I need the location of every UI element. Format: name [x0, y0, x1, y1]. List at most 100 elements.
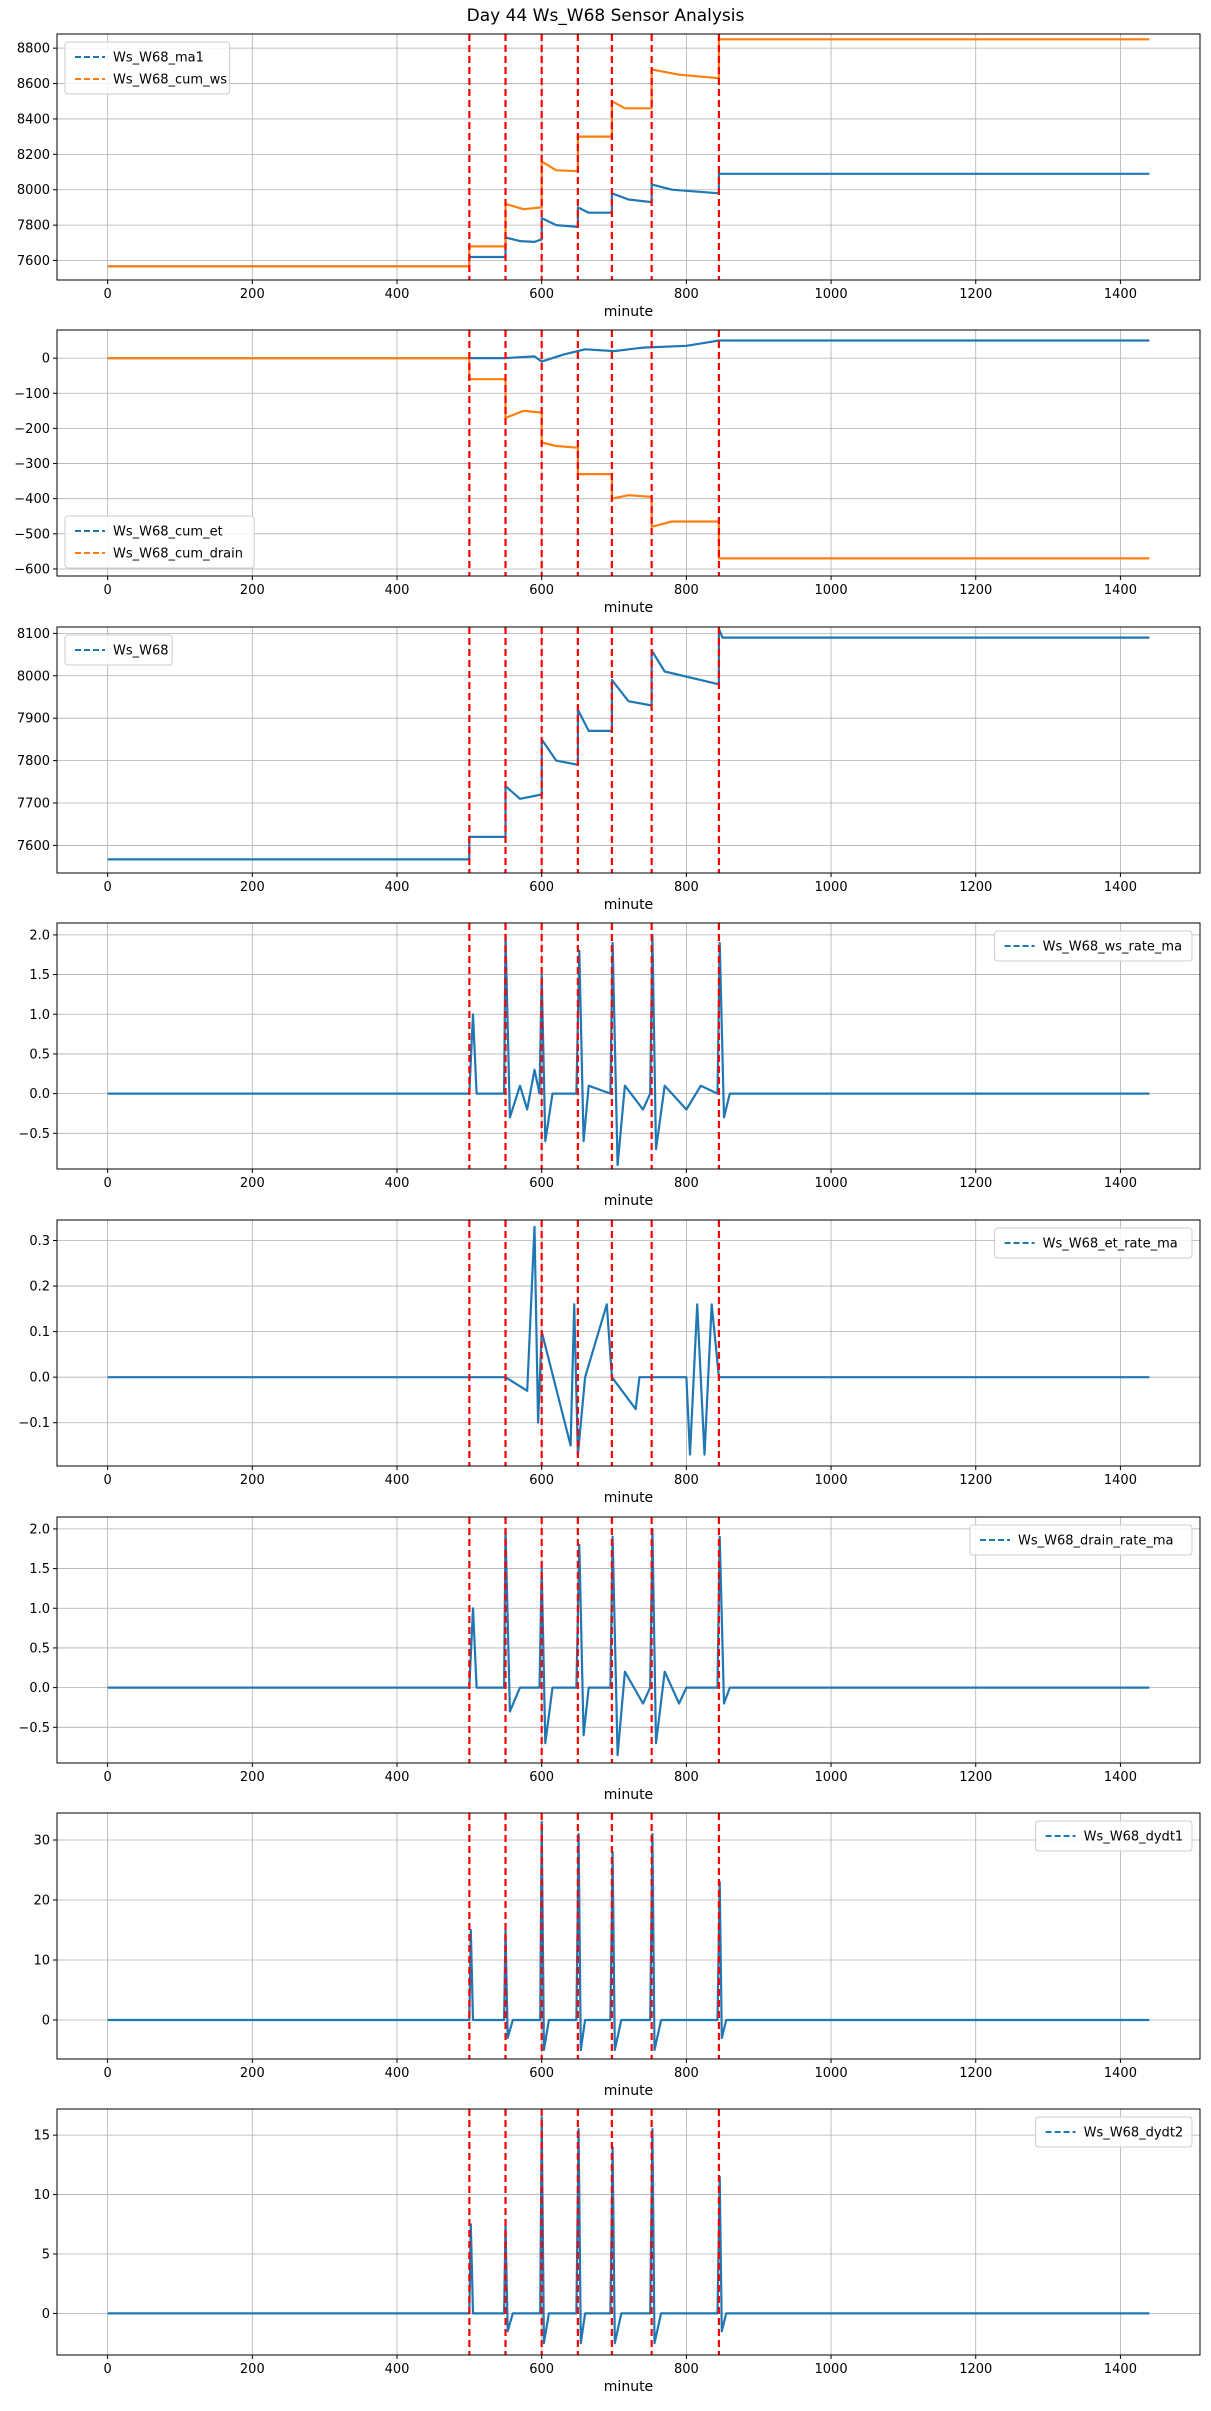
x-tick-label: 400 — [385, 583, 410, 598]
x-tick-label: 400 — [385, 1473, 410, 1488]
x-tick-label: 1400 — [1104, 583, 1137, 598]
x-tick-label: 600 — [529, 583, 554, 598]
legend-label: Ws_W68_et_rate_ma — [1043, 1237, 1178, 1252]
x-tick-label: 0 — [103, 880, 111, 895]
plot-area — [107, 627, 1150, 873]
axes-frame — [56, 33, 1201, 281]
x-tick-label: 1200 — [959, 1473, 992, 1488]
x-tick-label: 1000 — [815, 583, 848, 598]
y-tick-label: 7700 — [17, 797, 50, 812]
x-axis-label: minute — [604, 2379, 653, 2395]
series-line-Ws_W68_drain_rate_ma — [107, 1527, 1150, 1757]
subplot-5: 0 200 400 600 800 1000 1200 1400 −0.1 0.0 0.1 0.2 0.… — [18, 1219, 1201, 1506]
y-tick-label: 0.5 — [29, 1047, 50, 1062]
plot-area — [107, 330, 1150, 576]
x-tick-label: 600 — [529, 1176, 554, 1191]
plot-area — [107, 34, 1150, 280]
legend-label: Ws_W68_cum_drain — [113, 547, 243, 562]
series-line-Ws_W68_dydt2 — [107, 2116, 1150, 2345]
legend: Ws_W68_dydt2 — [1035, 2116, 1193, 2148]
x-tick-label: 1000 — [815, 2362, 848, 2377]
x-tick-label: 800 — [674, 1176, 699, 1191]
y-tick-label: 8100 — [17, 627, 50, 642]
x-tick-label: 1400 — [1104, 880, 1137, 895]
y-tick-label: 10 — [33, 2188, 50, 2203]
x-axis-label: minute — [604, 1193, 653, 1209]
plot-area — [107, 2109, 1150, 2355]
axes-frame — [56, 1812, 1201, 2060]
y-tick-label: 1.5 — [29, 968, 50, 983]
y-tick-label: 0.0 — [29, 1681, 50, 1696]
x-tick-label: 200 — [240, 1770, 265, 1785]
y-tick-label: −100 — [14, 387, 50, 402]
legend-box — [994, 1227, 1193, 1259]
x-tick-label: 1000 — [815, 1176, 848, 1191]
x-tick-label: 200 — [240, 1473, 265, 1488]
legend-box — [1035, 1820, 1193, 1852]
legend: Ws_W68 — [64, 634, 173, 666]
y-tick-label: 0.3 — [29, 1234, 50, 1249]
x-axis-label: minute — [604, 2083, 653, 2099]
y-tick-label: −200 — [14, 422, 50, 437]
x-tick-label: 400 — [385, 1176, 410, 1191]
legend-label: Ws_W68_ws_rate_ma — [1043, 940, 1182, 955]
x-tick-label: 1200 — [959, 2066, 992, 2081]
y-tick-label: 7800 — [17, 754, 50, 769]
y-tick-label: 0 — [42, 352, 50, 367]
series-line-Ws_W68_ma1 — [107, 172, 1150, 268]
subplot-4: 0 200 400 600 800 1000 1200 1400 −0.5 0.0 0.5 1.0 1.… — [18, 922, 1201, 1209]
axes-frame — [56, 922, 1201, 1170]
figure-title: Day 44 Ws_W68 Sensor Analysis — [466, 6, 745, 26]
y-tick-label: −500 — [14, 527, 50, 542]
y-tick-label: 8800 — [17, 42, 50, 57]
subplot-1: 0 200 400 600 800 1000 1200 1400 7600 7800 8000 820… — [17, 33, 1201, 320]
plot-area — [107, 1813, 1150, 2059]
x-tick-label: 400 — [385, 880, 410, 895]
y-tick-label: 7800 — [17, 219, 50, 234]
y-tick-label: 5 — [42, 2247, 50, 2262]
x-tick-label: 1000 — [815, 287, 848, 302]
subplot-6: 0 200 400 600 800 1000 1200 1400 −0.5 0.0 0.5 1.0 1.… — [18, 1516, 1201, 1803]
x-tick-label: 0 — [103, 583, 111, 598]
y-tick-label: 8000 — [17, 669, 50, 684]
subplot-2: 0 200 400 600 800 1000 1200 1400 −600 −500 −400 −30… — [14, 329, 1201, 616]
y-tick-label: 20 — [33, 1894, 50, 1909]
x-tick-label: 200 — [240, 1176, 265, 1191]
legend-box — [64, 41, 231, 95]
y-tick-label: 8200 — [17, 148, 50, 163]
legend: Ws_W68_et_rate_ma — [994, 1227, 1193, 1259]
x-tick-label: 800 — [674, 1473, 699, 1488]
y-tick-label: 0 — [42, 2014, 50, 2029]
x-axis-label: minute — [604, 600, 653, 616]
axes-frame — [56, 626, 1201, 874]
x-axis-label: minute — [604, 897, 653, 913]
x-axis-label: minute — [604, 1490, 653, 1506]
x-tick-label: 0 — [103, 287, 111, 302]
legend-box — [64, 634, 173, 666]
legend: Ws_W68_dydt1 — [1035, 1820, 1193, 1852]
x-tick-label: 1200 — [959, 880, 992, 895]
x-tick-label: 1200 — [959, 1770, 992, 1785]
y-tick-label: 8000 — [17, 183, 50, 198]
y-tick-label: 10 — [33, 1954, 50, 1969]
legend-label: Ws_W68 — [113, 644, 169, 659]
x-tick-label: 1200 — [959, 287, 992, 302]
y-tick-label: 7900 — [17, 712, 50, 727]
legend-label: Ws_W68_drain_rate_ma — [1018, 1534, 1173, 1549]
legend-label: Ws_W68_cum_et — [113, 525, 223, 540]
y-tick-label: −0.5 — [18, 1721, 50, 1736]
x-tick-label: 1000 — [815, 880, 848, 895]
x-tick-label: 1200 — [959, 2362, 992, 2377]
axes-frame — [56, 1516, 1201, 1764]
y-tick-label: −0.1 — [18, 1416, 50, 1431]
x-tick-label: 600 — [529, 1770, 554, 1785]
series-line-Ws_W68_et_rate_ma — [107, 1225, 1150, 1456]
y-tick-label: 8400 — [17, 112, 50, 127]
x-tick-label: 1400 — [1104, 1770, 1137, 1785]
legend: Ws_W68_ws_rate_ma — [994, 930, 1193, 962]
x-tick-label: 1400 — [1104, 2362, 1137, 2377]
x-tick-label: 600 — [529, 880, 554, 895]
x-tick-label: 1000 — [815, 1473, 848, 1488]
axes-frame — [56, 329, 1201, 577]
y-tick-label: 0.5 — [29, 1641, 50, 1656]
